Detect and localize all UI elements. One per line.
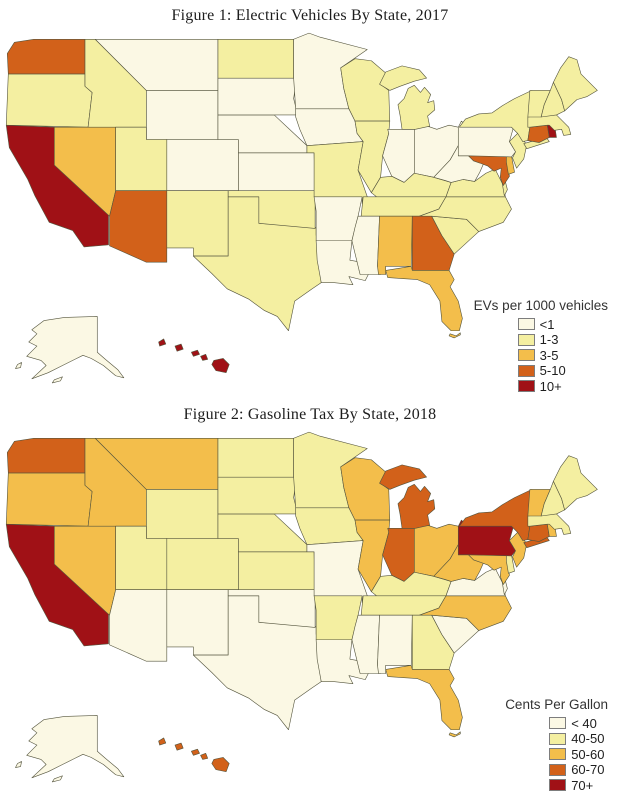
state-AK: [15, 362, 22, 369]
state-MI: [397, 483, 436, 529]
legend-swatch: [517, 349, 535, 362]
state-AL: [377, 614, 413, 674]
legend-swatch: [517, 380, 535, 393]
state-AK: [51, 376, 63, 384]
state-WA: [6, 38, 86, 75]
state-HI: [174, 742, 184, 751]
figure-1: Figure 1: Electric Vehicles By State, 20…: [0, 0, 620, 399]
state-ME: [553, 56, 598, 112]
legend-item: 3-5: [517, 347, 608, 364]
figure-2: Figure 2: Gasoline Tax By State, 2018 Ce…: [0, 399, 620, 798]
state-AZ: [109, 589, 168, 662]
figure1-legend-title: EVs per 1000 vehicles: [473, 297, 608, 313]
state-NM: [166, 190, 229, 257]
state-KS: [238, 152, 316, 191]
legend-label: 10+: [539, 378, 562, 394]
legend-item: 40-50: [549, 731, 608, 747]
state-FL: [385, 266, 463, 332]
legend-swatch: [517, 333, 535, 346]
legend-item: 10+: [517, 378, 608, 395]
figure2-legend-title: Cents Per Gallon: [505, 696, 608, 712]
state-HI: [200, 353, 209, 361]
figure2-us-choropleth-map: [5, 431, 598, 783]
state-AL: [377, 215, 413, 275]
legend-label: <1: [539, 316, 555, 332]
figure2-legend-rows: < 40 40-50 50-60 60-70 70+: [505, 716, 608, 794]
legend-swatch: [549, 748, 567, 761]
legend-swatch: [549, 732, 567, 745]
legend-swatch: [549, 763, 567, 776]
state-ND: [217, 38, 294, 79]
state-FL: [448, 731, 461, 738]
state-ND: [217, 437, 294, 478]
legend-item: 60-70: [549, 762, 608, 778]
state-OR: [5, 73, 93, 128]
state-LA: [315, 240, 370, 286]
state-NE: [217, 114, 308, 154]
state-NM: [166, 589, 229, 656]
state-MI: [397, 84, 436, 130]
legend-label: 70+: [571, 777, 594, 793]
state-WA: [6, 437, 86, 474]
state-AK: [15, 761, 22, 768]
state-LA: [315, 639, 370, 685]
state-SD: [217, 77, 299, 116]
state-HI: [158, 737, 167, 746]
legend-item: 70+: [549, 778, 608, 794]
state-OR: [5, 472, 93, 527]
state-FL: [448, 332, 461, 339]
legend-swatch: [517, 364, 535, 377]
figure1-us-choropleth-map: [5, 32, 598, 384]
state-WY: [146, 489, 219, 539]
legend-label: < 40: [571, 715, 597, 731]
state-FL: [385, 665, 463, 731]
figure2-legend: Cents Per Gallon < 40 40-50 50-60 60-70 70+: [505, 697, 608, 794]
legend-label: 40-50: [571, 731, 605, 747]
legend-label: 50-60: [571, 746, 605, 762]
state-AK: [26, 715, 125, 779]
state-NE: [217, 513, 308, 553]
legend-label: 5-10: [539, 363, 566, 379]
state-NC: [419, 196, 512, 232]
state-MA: [527, 113, 572, 136]
state-AZ: [109, 190, 168, 263]
state-HI: [158, 338, 167, 347]
figure1-legend: EVs per 1000 vehicles <1 1-3 3-5 5-10 10+: [474, 298, 608, 395]
legend-label: 60-70: [571, 762, 605, 778]
state-SD: [217, 476, 299, 515]
state-AK: [51, 775, 63, 783]
state-HI: [174, 343, 184, 352]
legend-item: 5-10: [517, 363, 608, 379]
state-AK: [26, 316, 125, 380]
legend-label: 1-3: [539, 332, 559, 348]
state-CO: [166, 538, 239, 590]
state-MI: [379, 464, 427, 490]
legend-swatch: [517, 318, 535, 331]
state-HI: [200, 752, 209, 760]
state-HI: [211, 358, 230, 373]
state-HI: [191, 349, 200, 357]
state-WY: [146, 90, 219, 140]
figure1-title: Figure 1: Electric Vehicles By State, 20…: [171, 7, 449, 24]
state-MA: [527, 512, 572, 535]
legend-item: 50-60: [549, 747, 608, 763]
state-KS: [238, 551, 316, 590]
figure2-title: Figure 2: Gasoline Tax By State, 2018: [183, 406, 437, 423]
legend-label: 3-5: [539, 347, 559, 363]
state-MI: [379, 65, 427, 91]
state-ME: [553, 455, 598, 511]
figure1-legend-rows: <1 1-3 3-5 5-10 10+: [474, 317, 608, 395]
legend-item: <1: [517, 316, 608, 333]
legend-swatch: [549, 779, 567, 792]
state-HI: [191, 748, 200, 756]
state-CO: [166, 139, 239, 191]
legend-item: 1-3: [517, 332, 608, 348]
state-WI: [340, 457, 391, 521]
state-WI: [340, 58, 391, 122]
legend-swatch: [549, 717, 567, 730]
state-HI: [211, 757, 230, 772]
legend-item: < 40: [549, 716, 608, 732]
state-NC: [419, 595, 512, 631]
